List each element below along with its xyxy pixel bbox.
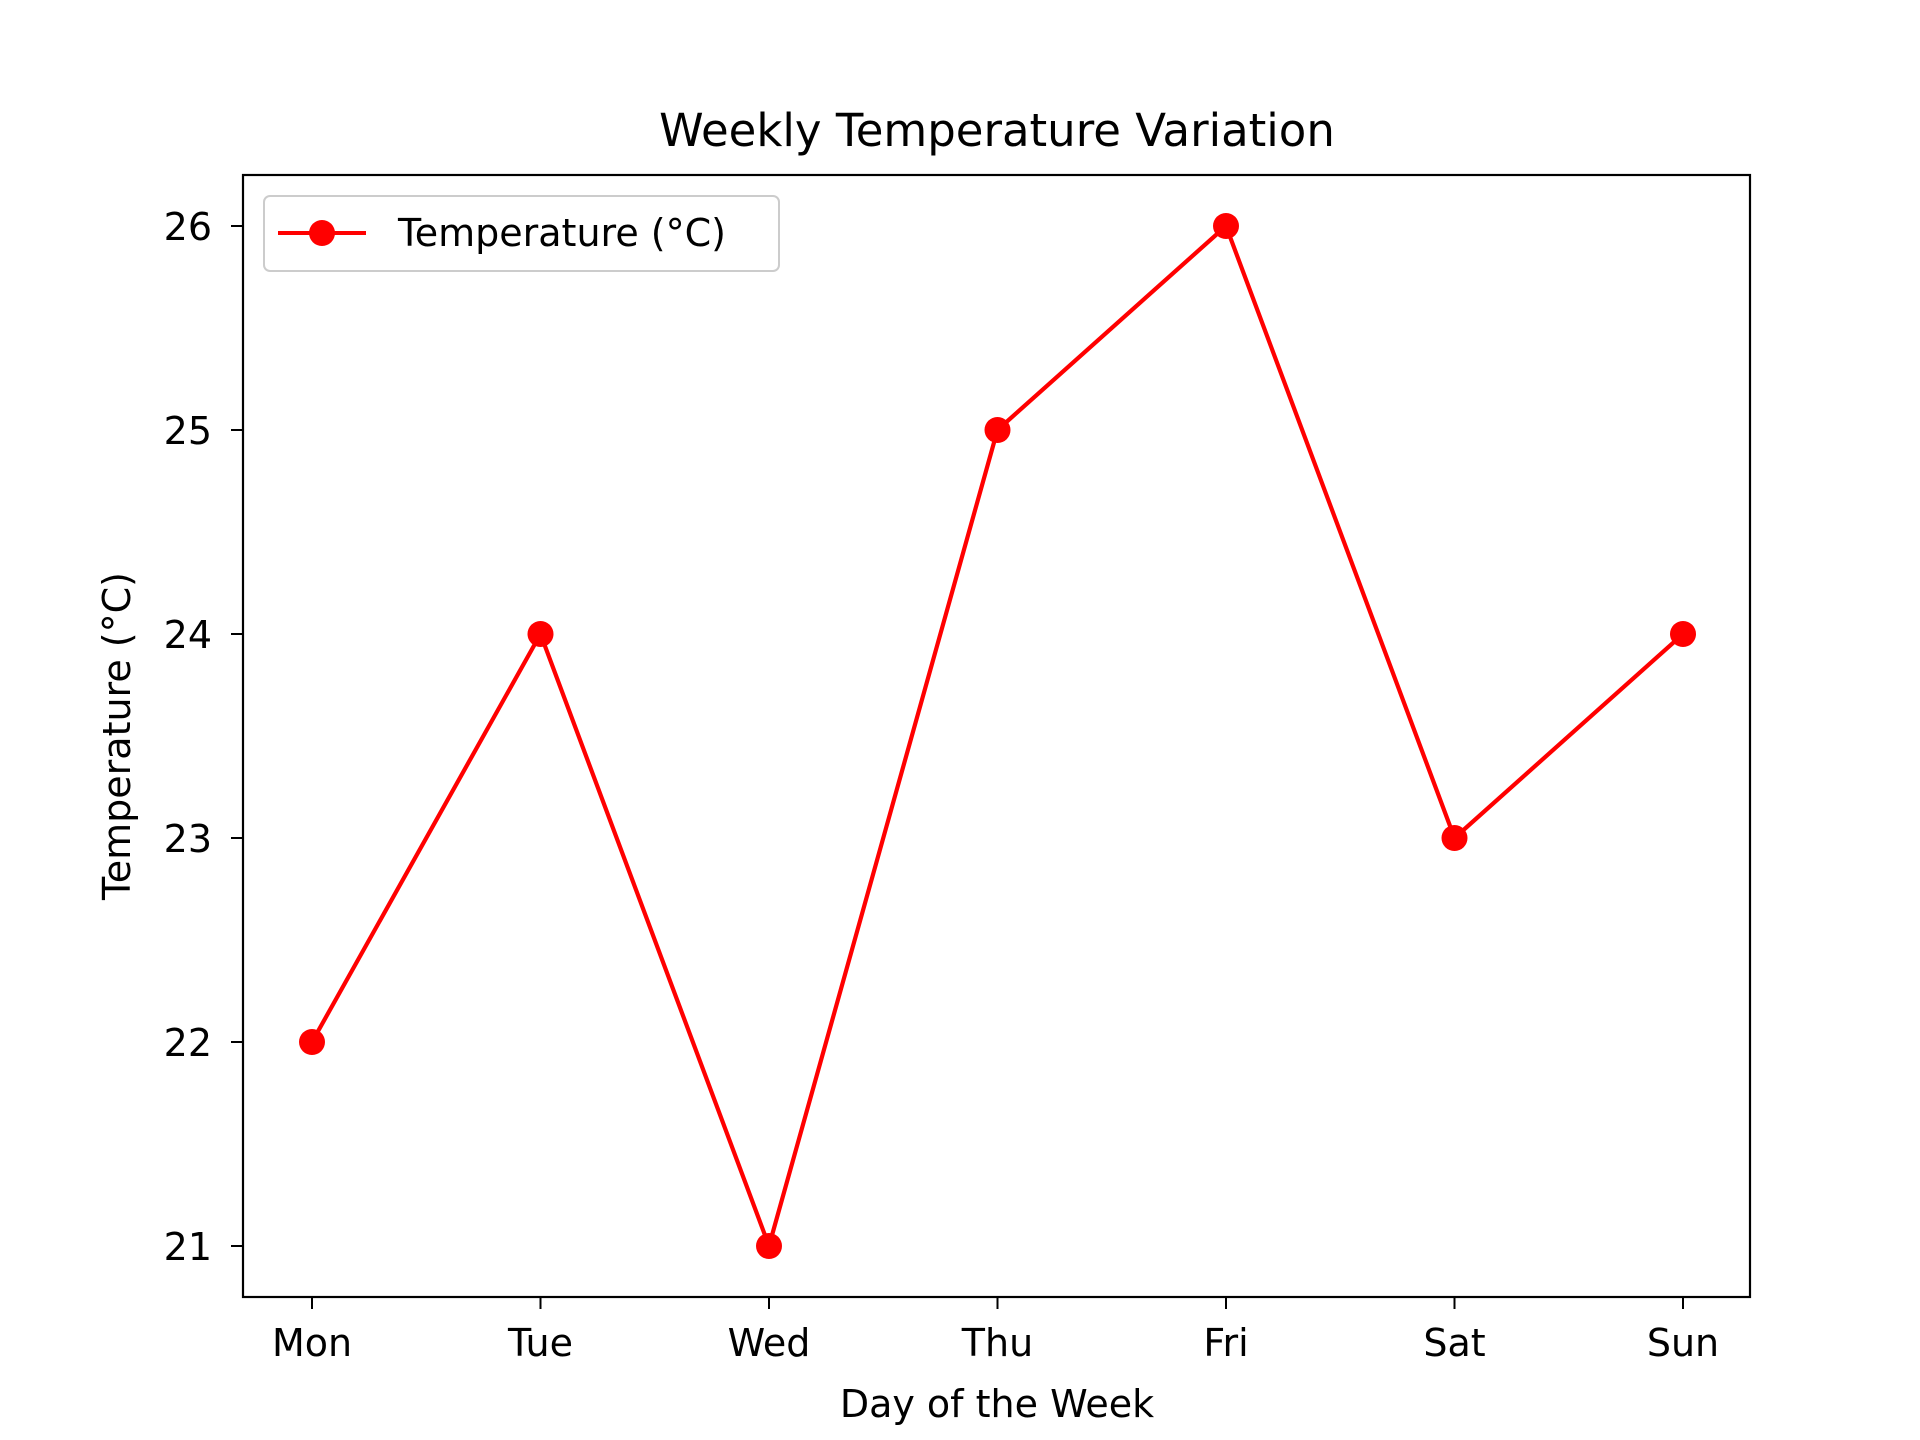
y-tick-label-22: 22 (164, 1021, 212, 1065)
data-point-tue (527, 621, 554, 647)
plot-area (299, 213, 1696, 1259)
y-axis: 21 22 23 24 25 26 (164, 205, 243, 1269)
x-tick-label-wed: Wed (728, 1321, 811, 1365)
legend-marker-sample (309, 220, 335, 246)
x-tick-label-thu: Thu (961, 1321, 1033, 1365)
x-axis: Mon Tue Wed Thu Fri Sat Sun (272, 1297, 1719, 1365)
data-point-mon (299, 1029, 325, 1055)
x-tick-label-tue: Tue (507, 1321, 573, 1365)
x-tick-label-mon: Mon (272, 1321, 352, 1365)
data-point-fri (1213, 213, 1239, 239)
legend: Temperature (°C) (263, 195, 780, 272)
y-tick-label-24: 24 (164, 613, 212, 657)
x-tick-label-fri: Fri (1203, 1321, 1248, 1365)
x-tick-label-sun: Sun (1647, 1321, 1719, 1365)
x-axis-label: Day of the Week (840, 1382, 1154, 1426)
data-point-sun (1670, 621, 1696, 647)
y-tick-label-21: 21 (164, 1225, 212, 1269)
chart-title: Weekly Temperature Variation (659, 104, 1335, 157)
x-tick-label-sat: Sat (1423, 1321, 1485, 1365)
data-point-wed (756, 1233, 782, 1259)
y-axis-label: Temperature (°C) (95, 572, 139, 901)
y-tick-label-23: 23 (164, 817, 212, 861)
y-tick-label-25: 25 (164, 409, 212, 453)
y-tick-label-26: 26 (164, 205, 212, 249)
data-point-sat (1441, 825, 1468, 851)
data-point-thu (984, 417, 1011, 443)
legend-label: Temperature (°C) (397, 211, 726, 255)
legend-frame (263, 195, 780, 272)
